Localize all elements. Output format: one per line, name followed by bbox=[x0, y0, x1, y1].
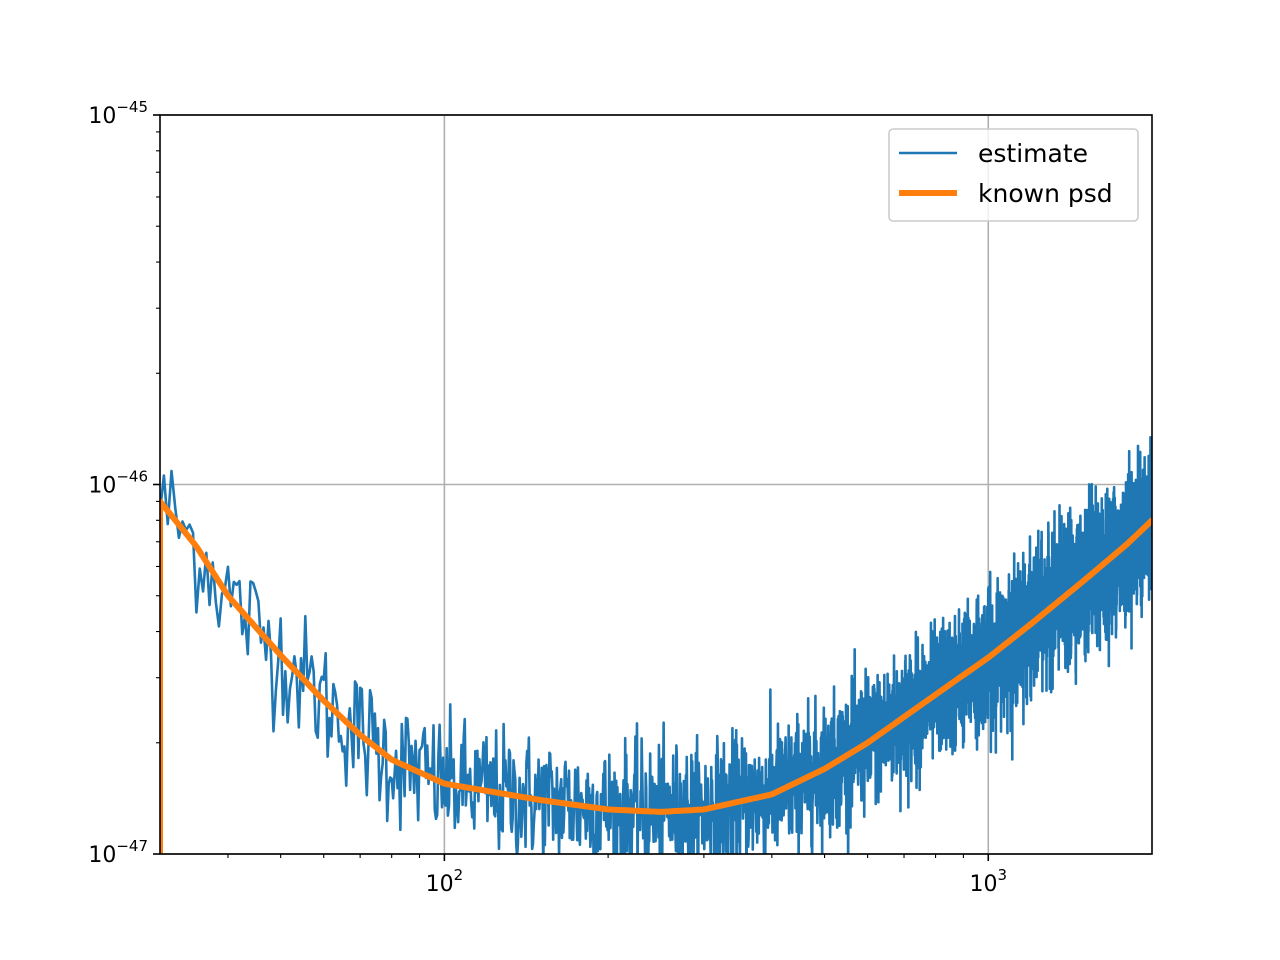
axis-ticks bbox=[153, 114, 990, 861]
y-tick-label: 10−46 bbox=[88, 468, 148, 499]
series-layer bbox=[160, 436, 1152, 854]
legend-label: estimate bbox=[978, 139, 1088, 168]
x-tick-label: 102 bbox=[426, 866, 464, 897]
series-line-known-psd bbox=[160, 498, 1152, 854]
x-tick-label: 103 bbox=[970, 866, 1008, 897]
tick-labels: 102 103 10−47 10−46 10−45 bbox=[88, 98, 1007, 897]
legend-label: known psd bbox=[978, 179, 1113, 208]
legend: estimate known psd bbox=[888, 128, 1139, 222]
y-tick-label: 10−45 bbox=[88, 98, 148, 129]
y-tick-label: 10−47 bbox=[88, 837, 148, 868]
